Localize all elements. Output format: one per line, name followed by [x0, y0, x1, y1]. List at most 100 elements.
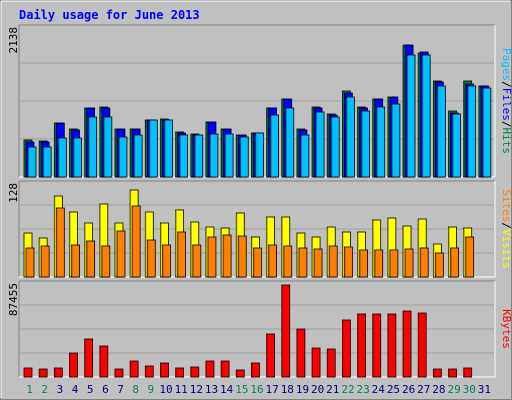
bar-kbytes-day-26 — [402, 310, 412, 378]
x-tick-label-day-14: 14 — [220, 383, 234, 396]
bar-pages-day-3 — [57, 137, 67, 178]
bar-pages-day-2 — [42, 146, 52, 178]
bar-kbytes-day-13 — [205, 360, 215, 378]
bar-sites-day-11 — [177, 231, 187, 278]
bar-kbytes-day-1 — [23, 367, 33, 378]
x-tick-label-day-10: 10 — [159, 383, 172, 396]
bar-sites-day-1 — [25, 247, 35, 278]
bar-kbytes-day-24 — [372, 313, 382, 378]
bar-pages-day-28 — [436, 85, 446, 178]
bar-kbytes-day-10 — [160, 362, 169, 378]
bar-kbytes-day-9 — [144, 365, 154, 378]
x-tick-label-day-15: 15 — [235, 383, 248, 396]
x-tick-label-day-16: 16 — [250, 383, 263, 396]
bar-kbytes-day-11 — [175, 367, 185, 378]
x-tick-label-day-22: 22 — [341, 383, 354, 396]
bar-pages-day-15 — [239, 136, 249, 178]
bar-sites-day-21 — [328, 245, 338, 278]
x-tick-label-day-11: 11 — [175, 383, 188, 396]
bar-pages-day-19 — [300, 134, 310, 178]
bar-pages-day-10 — [164, 119, 173, 178]
bar-pages-day-11 — [179, 134, 189, 178]
x-tick-label-day-23: 23 — [357, 383, 370, 396]
bar-kbytes-day-28 — [432, 368, 442, 378]
x-tick-label-day-29: 29 — [447, 383, 460, 396]
bar-kbytes-day-23 — [357, 313, 366, 378]
bar-kbytes-day-6 — [99, 345, 109, 378]
bar-sites-day-23 — [359, 249, 368, 278]
bar-pages-day-20 — [315, 111, 325, 178]
x-tick-label-day-7: 7 — [117, 383, 124, 396]
legend-entry: Visits — [500, 229, 512, 269]
bar-sites-day-2 — [40, 245, 50, 278]
panel-1: 2138 Pages/Files/Hits — [7, 24, 512, 178]
x-tick-label-day-2: 2 — [41, 383, 48, 396]
bar-kbytes-day-17 — [266, 333, 275, 378]
bar-sites-day-30 — [465, 236, 475, 278]
bar-pages-day-24 — [376, 106, 386, 178]
bar-sites-day-9 — [146, 239, 156, 278]
legend-separator: / — [500, 81, 512, 88]
bar-kbytes-day-29 — [448, 368, 457, 378]
x-tick-label-day-13: 13 — [205, 383, 218, 396]
bar-kbytes-day-30 — [463, 367, 473, 378]
bar-kbytes-day-4 — [69, 352, 78, 378]
bar-sites-day-5 — [86, 240, 96, 278]
bar-pages-day-27 — [421, 54, 431, 178]
x-tick-label-day-12: 12 — [190, 383, 203, 396]
bar-pages-day-22 — [345, 96, 355, 178]
bar-pages-day-16 — [255, 132, 264, 178]
y-axis-max-label: 87455 — [7, 283, 20, 316]
bar-kbytes-day-12 — [190, 366, 200, 378]
x-tick-label-day-27: 27 — [417, 383, 430, 396]
bar-sites-day-8 — [131, 205, 141, 278]
bar-sites-day-13 — [207, 236, 217, 278]
bar-pages-day-1 — [27, 146, 37, 178]
bar-sites-day-24 — [374, 249, 384, 278]
legend: Sites/Visits — [500, 189, 512, 269]
legend: KBytes — [500, 309, 512, 349]
legend-separator: / — [500, 222, 512, 229]
bar-sites-day-19 — [298, 247, 308, 278]
x-tick-label-day-31: 31 — [478, 383, 491, 396]
bar-pages-day-18 — [285, 107, 295, 178]
bar-pages-day-30 — [467, 85, 477, 178]
y-axis-max-label: 128 — [7, 183, 20, 203]
legend-entry: Sites — [500, 189, 512, 222]
bar-pages-day-6 — [103, 116, 113, 178]
legend-entry: Files — [500, 88, 512, 121]
bar-kbytes-day-18 — [281, 284, 291, 378]
bar-sites-day-4 — [71, 244, 80, 278]
x-tick-label-day-20: 20 — [311, 383, 324, 396]
legend: Pages/Files/Hits — [500, 48, 512, 154]
x-tick-label-day-1: 1 — [26, 383, 33, 396]
y-axis-max-label: 2138 — [7, 27, 20, 54]
bar-pages-day-7 — [118, 136, 128, 178]
x-tick-label-day-9: 9 — [148, 383, 155, 396]
bar-sites-day-3 — [55, 207, 65, 278]
bar-pages-day-5 — [88, 116, 98, 178]
legend-separator: / — [500, 121, 512, 128]
bar-kbytes-day-3 — [53, 367, 63, 378]
panel-3: 87455 KBytes — [7, 280, 512, 378]
x-tick-label-day-30: 30 — [463, 383, 476, 396]
x-tick-label-day-25: 25 — [387, 383, 400, 396]
bar-pages-day-8 — [133, 134, 143, 178]
bar-kbytes-day-22 — [341, 319, 351, 378]
x-tick-label-day-18: 18 — [281, 383, 294, 396]
bar-sites-day-27 — [419, 247, 429, 278]
bar-sites-day-28 — [434, 252, 444, 278]
bar-pages-day-23 — [361, 110, 370, 178]
x-tick-label-day-21: 21 — [326, 383, 339, 396]
x-tick-label-day-17: 17 — [266, 383, 279, 396]
bar-pages-day-4 — [73, 137, 82, 178]
bar-kbytes-day-2 — [38, 368, 48, 378]
x-tick-label-day-4: 4 — [72, 383, 79, 396]
bar-sites-day-10 — [162, 244, 171, 278]
bar-sites-day-18 — [283, 245, 293, 278]
bar-sites-day-12 — [192, 244, 202, 278]
bar-sites-day-15 — [237, 235, 247, 278]
bar-pages-day-14 — [224, 133, 234, 178]
